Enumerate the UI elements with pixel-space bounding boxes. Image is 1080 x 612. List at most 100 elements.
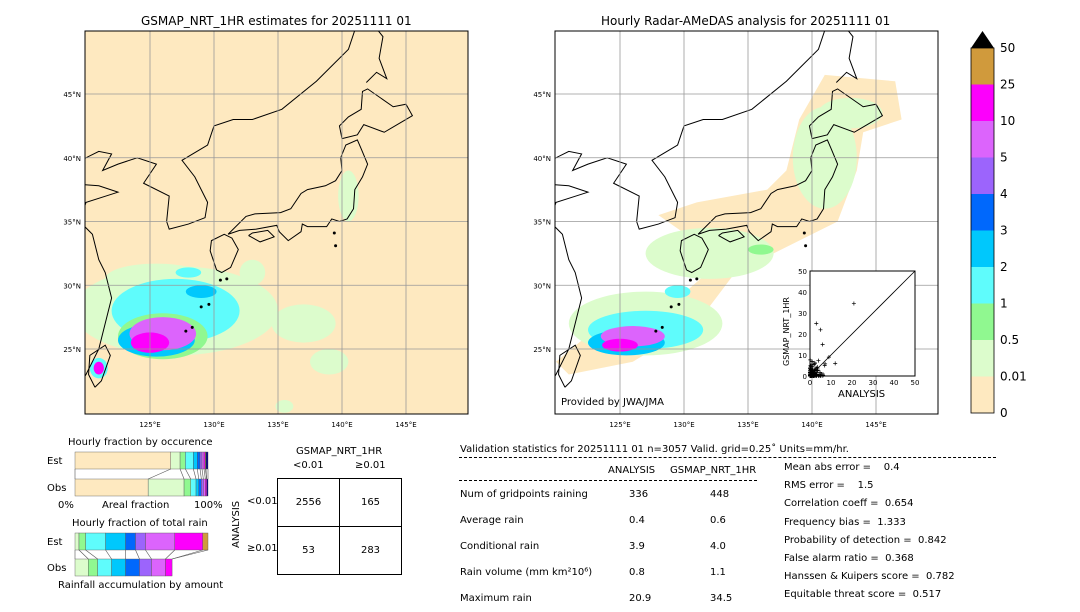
island [695, 277, 699, 281]
ct-cell: 283 [339, 526, 402, 575]
stats-score: Equitable threat score = 0.517 [784, 589, 942, 601]
stats-row-label: Rain volume (mm km²10⁶) [460, 567, 593, 578]
left-map-title: GSMAP_NRT_1HR estimates for 20251111 01 [141, 14, 412, 28]
scatter-inset: 00 10 10 20 20 30 30 40 40 50 50 [798, 268, 919, 387]
obs-bar-segment [74, 558, 89, 577]
colorbar-segment [971, 84, 994, 121]
colorbar-segment [971, 230, 994, 267]
est-bar-segment [145, 532, 175, 551]
lon-tick-label: 145°E [865, 421, 886, 429]
scatter-xtick: 10 [827, 379, 836, 387]
lon-tick-label: 140°E [331, 421, 352, 429]
colorbar-label: 5 [1000, 151, 1008, 165]
rain-area [818, 97, 883, 129]
stats-row-gsmap: 0.6 [710, 515, 726, 526]
stats-row-analysis: 3.9 [629, 541, 645, 552]
coastline [365, 31, 388, 83]
scatter-point [820, 342, 825, 347]
colorbar-label: 50 [1000, 41, 1015, 55]
stats-row-label: Num of gridpoints raining [460, 489, 588, 500]
island [218, 278, 222, 282]
stats-row-analysis: 0.4 [629, 515, 645, 526]
stats-row-analysis: 0.8 [629, 567, 645, 578]
est-bar-segment [170, 451, 181, 470]
occurrence-bars [74, 451, 209, 497]
stats-score: Hanssen & Kuipers score = 0.782 [784, 571, 955, 583]
occ-x1: 100% [194, 500, 223, 511]
right-map-title: Hourly Radar-AMeDAS analysis for 2025111… [601, 14, 891, 28]
tr-obs-label: Obs [47, 563, 67, 574]
scatter-point [815, 368, 820, 373]
island [190, 325, 194, 329]
island [332, 231, 336, 235]
island [654, 329, 658, 333]
lon-tick-label: 145°E [395, 421, 416, 429]
obs-bar-segment [74, 478, 149, 497]
ct-col-label-1: ≥0.01 [355, 460, 386, 471]
coastline [558, 344, 581, 388]
scatter-point [818, 373, 823, 378]
rain-area [239, 259, 266, 286]
coastline [718, 229, 746, 243]
est-bar-segment [185, 451, 194, 470]
obs-bar-segment [195, 478, 199, 497]
est-bar-segment [201, 451, 205, 470]
total-rain-title: Hourly fraction of total rain [72, 518, 208, 529]
ct-cell: 2556 [277, 478, 340, 527]
lat-tick-label: 40°N [63, 155, 81, 163]
rain-area [271, 304, 336, 343]
lat-tick-label: 45°N [533, 91, 551, 99]
obs-bar-segment [201, 478, 204, 497]
stats-row-label: Average rain [460, 515, 524, 526]
stats-score: Frequency bias = 1.333 [784, 516, 906, 528]
scatter-point [808, 364, 813, 369]
est-bar-segment [74, 451, 171, 470]
coastline [835, 31, 858, 83]
stats-row-gsmap: 1.1 [710, 567, 726, 578]
obs-bar-segment [203, 478, 206, 497]
stats-score: Probability of detection = 0.842 [784, 534, 947, 546]
occ-x0: 0% [58, 500, 74, 511]
scatter-ytick: 0 [803, 373, 807, 381]
est-bar-segment [78, 532, 86, 551]
rain-area [645, 227, 774, 279]
ct-cell: 165 [339, 478, 402, 527]
colorbar-label: 2 [1000, 260, 1008, 274]
rain-area [748, 244, 774, 255]
island [184, 329, 188, 333]
est-bar-segment [125, 532, 136, 551]
island [660, 325, 664, 329]
stats-row-label: Conditional rain [460, 541, 540, 552]
est-bar-segment [85, 532, 106, 551]
island [688, 278, 692, 282]
scatter-xtick: 50 [911, 379, 920, 387]
scatter-ytick: 50 [798, 268, 807, 276]
scatter-ylabel: GSMAP_NRT_1HR [782, 297, 791, 366]
colorbar-segment [971, 194, 994, 231]
stats-row-gsmap: 4.0 [710, 541, 726, 552]
colorbar-segment [971, 157, 994, 194]
obs-bar-segment [139, 558, 152, 577]
rain-area [664, 285, 691, 298]
scatter-point [812, 373, 817, 378]
rain-area [338, 170, 359, 222]
ct-col-label-0: <0.01 [293, 460, 324, 471]
obs-bar-segment [125, 558, 140, 577]
stats-score: Correlation coeff = 0.654 [784, 498, 914, 510]
colorbar-segment [971, 376, 994, 413]
scatter-point [808, 366, 813, 371]
scatter-point [823, 361, 828, 366]
lat-tick-label: 40°N [533, 155, 551, 163]
lon-tick-label: 125°E [609, 421, 630, 429]
scatter-point [812, 360, 817, 365]
colorbar-label: 0.5 [1000, 333, 1019, 347]
lat-tick-label: 30°N [533, 282, 551, 290]
est-bar-segment [135, 532, 146, 551]
scatter-point [813, 371, 818, 376]
scatter-xtick: 30 [869, 379, 878, 387]
total-rain-bars [74, 532, 209, 577]
coastline [248, 229, 276, 243]
occ-est-label: Est [47, 456, 63, 467]
lat-tick-label: 35°N [63, 219, 81, 227]
